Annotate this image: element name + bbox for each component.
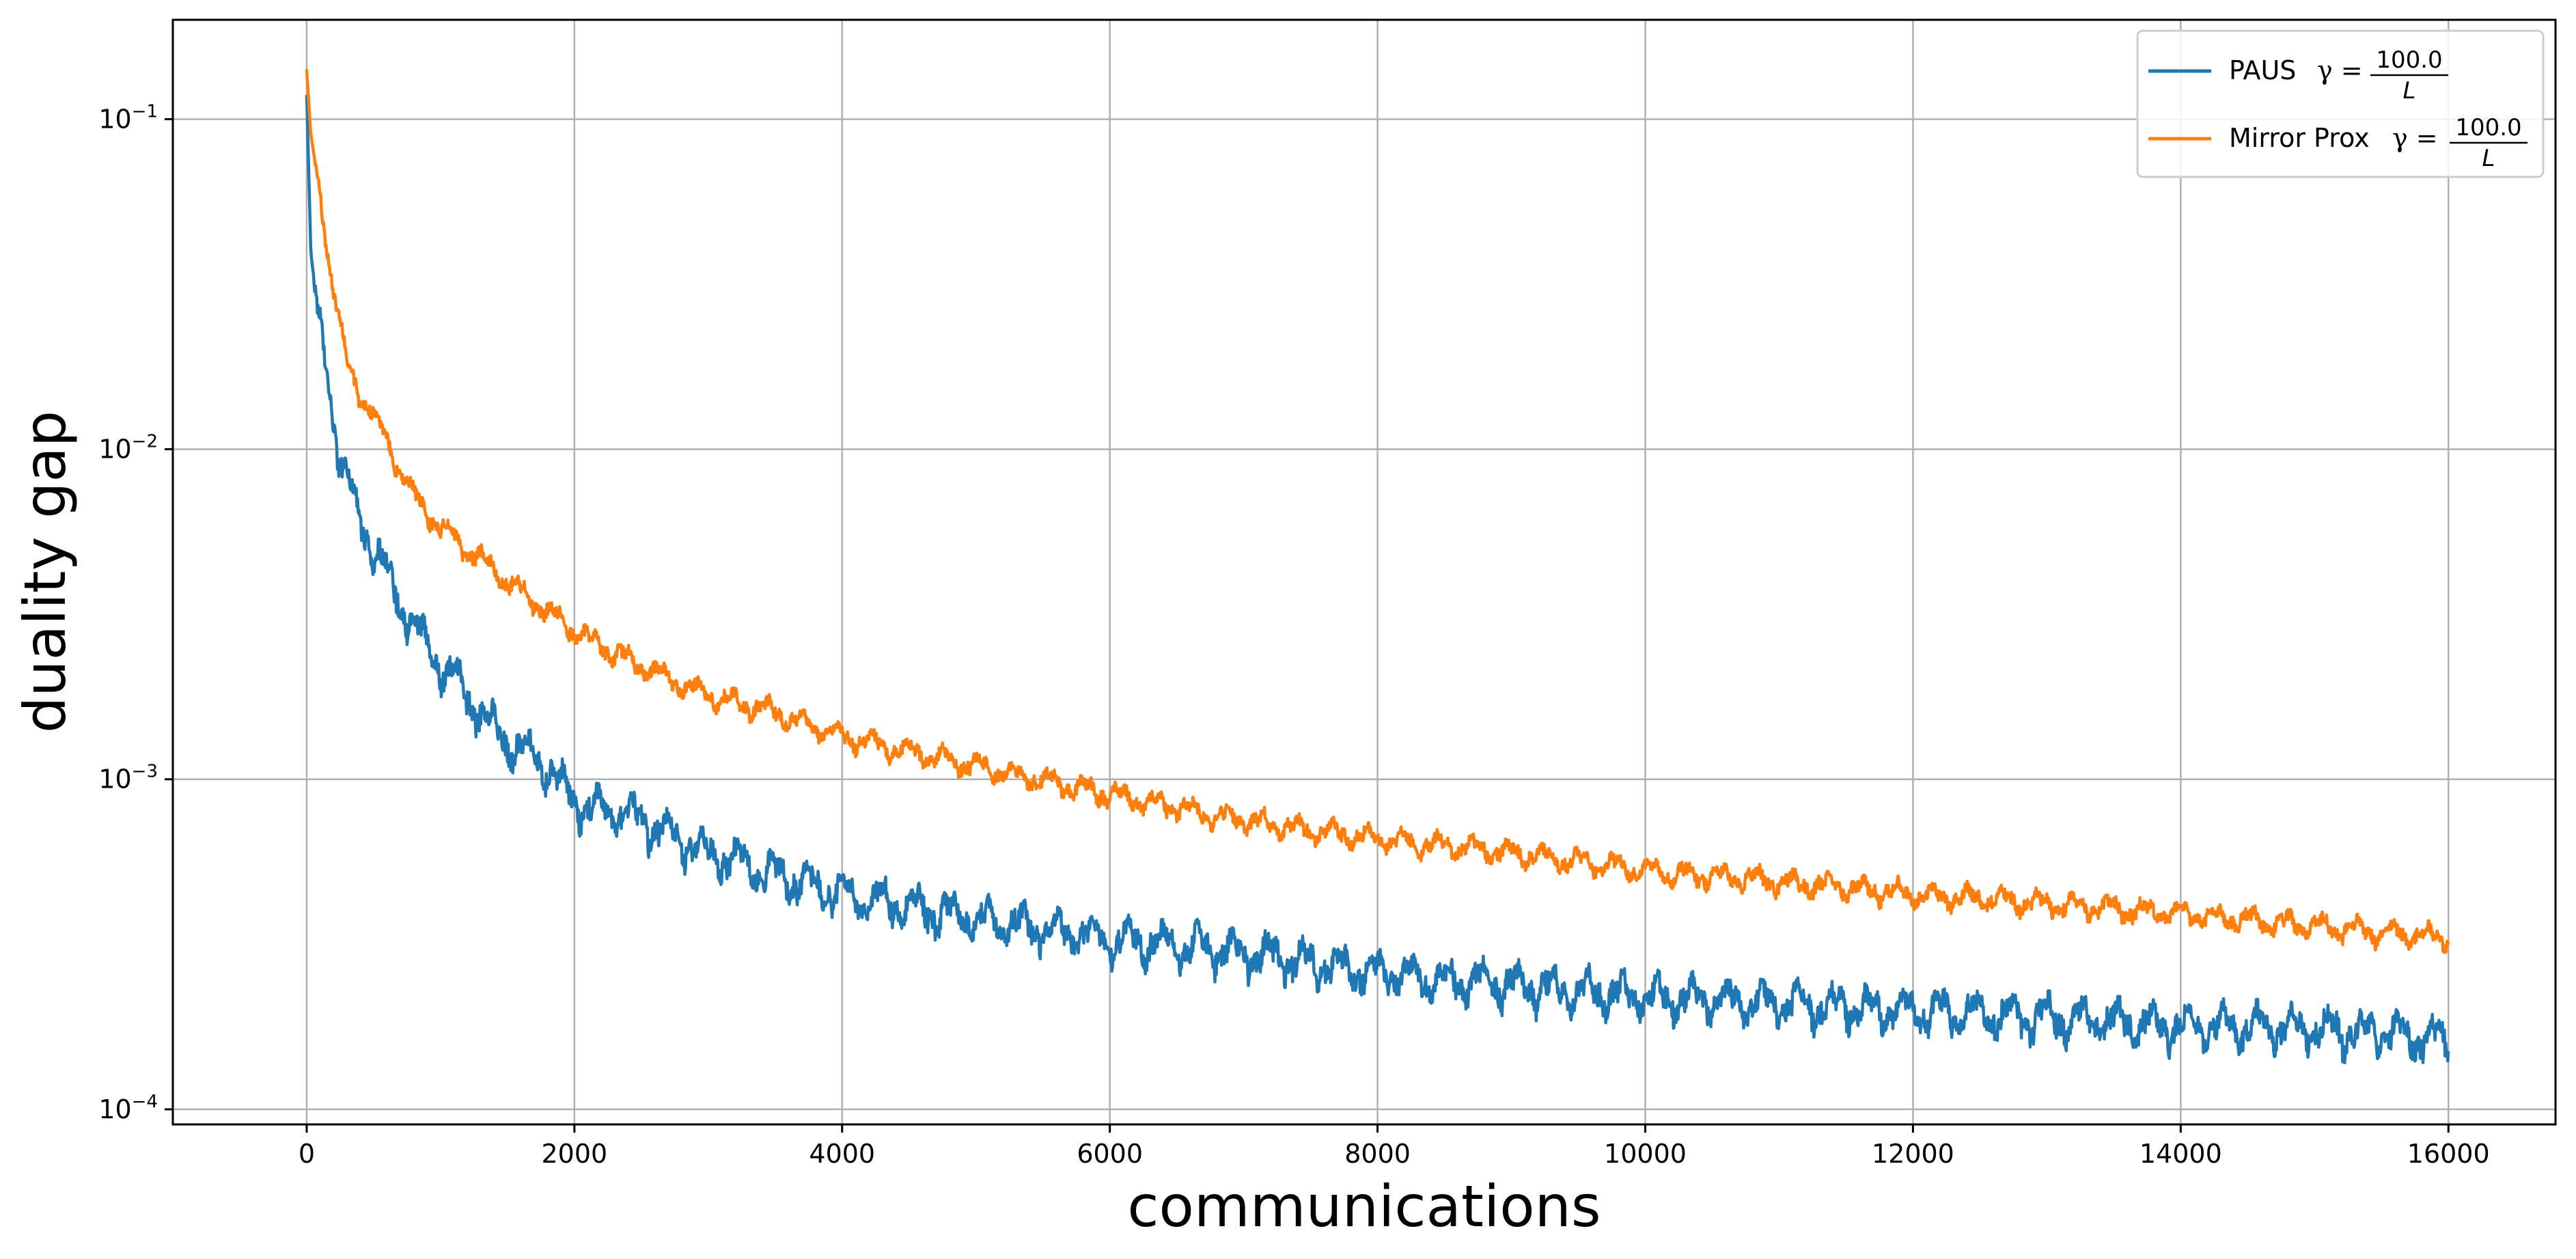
series-layer bbox=[305, 69, 2450, 1064]
x-tick-label: 10000 bbox=[1604, 1139, 1687, 1169]
legend-label-paus: PAUS bbox=[2229, 55, 2296, 85]
x-axis: 0 2000 4000 6000 8000 10000 12000 14000 16000 bbox=[299, 1124, 2490, 1169]
y-axis: 10−1 10−2 10−3 10−4 bbox=[98, 101, 173, 1124]
legend-denominator-paus: L bbox=[2403, 77, 2416, 105]
plot-frame bbox=[171, 18, 2557, 1126]
x-tick-label: 14000 bbox=[2139, 1139, 2222, 1169]
legend: PAUS γ = 100.0 L Mirror Prox γ = 100.0 L bbox=[2136, 29, 2545, 178]
y-tick-label: 10−4 bbox=[98, 1092, 158, 1124]
x-tick-label: 6000 bbox=[1077, 1139, 1143, 1169]
legend-gamma-mirror-prox: γ = bbox=[2392, 123, 2438, 153]
y-axis-label: duality gap bbox=[12, 411, 79, 733]
series-line-paus bbox=[305, 95, 2450, 1064]
y-tick-label: 10−3 bbox=[98, 762, 158, 794]
x-tick-label: 16000 bbox=[2407, 1139, 2490, 1169]
x-tick-label: 0 bbox=[299, 1139, 315, 1169]
plot-background bbox=[173, 20, 2556, 1124]
x-tick-label: 12000 bbox=[1872, 1139, 1954, 1169]
legend-numerator-mirror-prox: 100.0 bbox=[2455, 114, 2521, 141]
x-tick-label: 2000 bbox=[542, 1139, 608, 1169]
series-line-mirror-prox bbox=[305, 69, 2450, 954]
y-tick-label: 10−2 bbox=[98, 432, 158, 465]
legend-label-mirror-prox: Mirror Prox bbox=[2229, 123, 2370, 153]
legend-box bbox=[2136, 29, 2545, 178]
x-tick-label: 4000 bbox=[809, 1139, 875, 1169]
y-tick-label: 10−1 bbox=[98, 101, 158, 134]
legend-denominator-mirror-prox: L bbox=[2482, 145, 2495, 172]
x-tick-label: 8000 bbox=[1344, 1139, 1411, 1169]
x-axis-label: communications bbox=[1127, 1173, 1601, 1240]
legend-numerator-paus: 100.0 bbox=[2376, 46, 2442, 74]
legend-gamma-paus: γ = bbox=[2317, 55, 2363, 85]
